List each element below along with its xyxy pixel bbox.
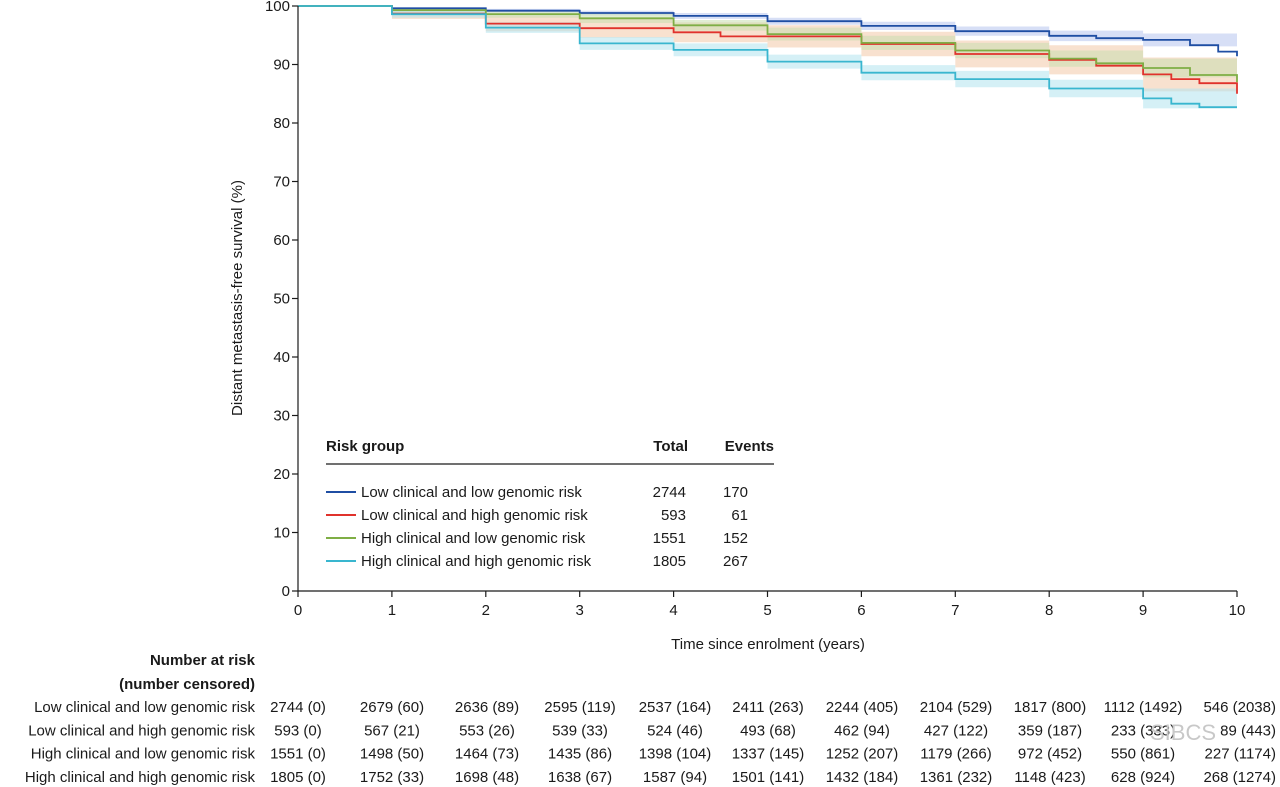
x-tick-label-4: 4 xyxy=(669,602,677,619)
legend-total-3: 1551 xyxy=(653,530,686,547)
risk-cell-1-8: 1817 (800) xyxy=(1014,699,1087,716)
risk-cell-4-0: 1805 (0) xyxy=(270,769,326,786)
risk-cell-3-6: 1252 (207) xyxy=(826,746,899,763)
x-tick-label-5: 5 xyxy=(763,602,771,619)
risk-cell-3-4: 1398 (104) xyxy=(639,746,712,763)
legend-events-3: 152 xyxy=(723,530,748,547)
risk-cell-2-5: 493 (68) xyxy=(740,722,796,739)
risk-cell-1-0: 2744 (0) xyxy=(270,699,326,716)
risk-row-label-3: High clinical and low genomic risk xyxy=(31,746,256,763)
legend-label-1: Low clinical and low genomic risk xyxy=(361,484,582,501)
number-at-risk-table: Number at risk (number censored) Low clini… xyxy=(25,652,1276,786)
risk-cell-4-4: 1587 (94) xyxy=(643,769,707,786)
risk-cell-3-9: 550 (861) xyxy=(1111,746,1175,763)
risk-cell-3-2: 1464 (73) xyxy=(455,746,519,763)
legend-events-1: 170 xyxy=(723,484,748,501)
y-tick-label-30: 30 xyxy=(273,408,290,425)
risk-cell-2-2: 553 (26) xyxy=(459,722,515,739)
risk-row-label-2: Low clinical and high genomic risk xyxy=(28,722,255,739)
risk-cell-4-1: 1752 (33) xyxy=(360,769,424,786)
y-tick-label-20: 20 xyxy=(273,466,290,483)
risk-cell-1-7: 2104 (529) xyxy=(920,699,993,716)
risk-cell-4-10: 268 (1274) xyxy=(1203,769,1276,786)
survival-curves xyxy=(298,5,1238,109)
risk-cell-2-8: 359 (187) xyxy=(1018,722,1082,739)
risk-cell-4-5: 1501 (141) xyxy=(732,769,805,786)
risk-cell-1-2: 2636 (89) xyxy=(455,699,519,716)
legend-label-3: High clinical and low genomic risk xyxy=(361,530,586,547)
risk-cell-2-6: 462 (94) xyxy=(834,722,890,739)
x-tick-label-9: 9 xyxy=(1139,602,1147,619)
risk-cell-3-10: 227 (1174) xyxy=(1205,746,1276,763)
risk-cell-2-0: 593 (0) xyxy=(274,722,322,739)
x-axis-title: Time since enrolment (years) xyxy=(671,636,865,653)
risk-cell-2-7: 427 (122) xyxy=(924,722,988,739)
y-tick-label-10: 10 xyxy=(273,525,290,542)
risk-row-label-4: High clinical and high genomic risk xyxy=(25,769,256,786)
x-tick-label-6: 6 xyxy=(857,602,865,619)
y-tick-label-60: 60 xyxy=(273,232,290,249)
risk-cell-2-9: 233 (333) xyxy=(1111,722,1175,739)
y-tick-label-50: 50 xyxy=(273,291,290,308)
ci-band-4 xyxy=(298,6,1237,122)
risk-cell-3-8: 972 (452) xyxy=(1018,746,1082,763)
y-tick-label-40: 40 xyxy=(273,349,290,366)
legend-total-1: 2744 xyxy=(653,484,686,501)
legend-total-4: 1805 xyxy=(653,553,686,570)
risk-cell-3-5: 1337 (145) xyxy=(732,746,805,763)
x-tick-label-10: 10 xyxy=(1229,602,1246,619)
risk-table-subtitle: (number censored) xyxy=(119,676,255,693)
risk-cell-2-3: 539 (33) xyxy=(552,722,608,739)
risk-cell-2-10: 89 (443) xyxy=(1220,722,1276,739)
y-tick-label-70: 70 xyxy=(273,174,290,191)
risk-cell-3-1: 1498 (50) xyxy=(360,746,424,763)
risk-cell-1-4: 2537 (164) xyxy=(639,699,712,716)
risk-cell-1-3: 2595 (119) xyxy=(544,699,615,716)
y-tick-label-90: 90 xyxy=(273,57,290,74)
risk-cell-2-1: 567 (21) xyxy=(364,722,420,739)
y-tick-label-80: 80 xyxy=(273,115,290,132)
legend-events-2: 61 xyxy=(731,507,748,524)
x-tick-label-1: 1 xyxy=(388,602,396,619)
risk-cell-4-2: 1698 (48) xyxy=(455,769,519,786)
risk-cell-4-8: 1148 (423) xyxy=(1014,769,1085,786)
legend-label-4: High clinical and high genomic risk xyxy=(361,553,592,570)
survival-line-4 xyxy=(298,5,1237,109)
y-axis-title: Distant metastasis-free survival (%) xyxy=(229,180,246,416)
risk-cell-1-10: 546 (2038) xyxy=(1203,699,1276,716)
risk-cell-1-6: 2244 (405) xyxy=(826,699,899,716)
survival-line-1 xyxy=(298,5,1238,57)
risk-cell-1-9: 1112 (1492) xyxy=(1104,699,1183,716)
legend-total-2: 593 xyxy=(661,507,686,524)
axes: 0 10 20 30 40 50 60 70 80 90 100 0 1 2 3 4 5 6 7 8 9 10 xyxy=(265,0,1245,619)
risk-cell-3-7: 1179 (266) xyxy=(920,746,991,763)
x-tick-label-7: 7 xyxy=(951,602,959,619)
risk-row-label-1: Low clinical and low genomic risk xyxy=(34,699,255,716)
x-tick-label-2: 2 xyxy=(482,602,490,619)
y-tick-label-100: 100 xyxy=(265,0,290,15)
y-tick-label-0: 0 xyxy=(282,583,290,600)
x-tick-label-0: 0 xyxy=(294,602,302,619)
watermark-text: SIBCS xyxy=(1150,720,1216,745)
legend-header-total: Total xyxy=(653,438,688,455)
risk-table-title: Number at risk xyxy=(150,652,256,669)
risk-cell-3-3: 1435 (86) xyxy=(548,746,612,763)
risk-cell-3-0: 1551 (0) xyxy=(270,746,326,763)
risk-cell-1-5: 2411 (263) xyxy=(732,699,803,716)
legend-header-events: Events xyxy=(725,438,774,455)
risk-cell-1-1: 2679 (60) xyxy=(360,699,424,716)
x-tick-label-3: 3 xyxy=(576,602,584,619)
legend-header-group: Risk group xyxy=(326,438,404,455)
legend-events-4: 267 xyxy=(723,553,748,570)
risk-cell-2-4: 524 (46) xyxy=(647,722,703,739)
risk-cell-4-7: 1361 (232) xyxy=(920,769,993,786)
survival-line-2 xyxy=(298,5,1238,94)
legend-label-2: Low clinical and high genomic risk xyxy=(361,507,588,524)
risk-cell-4-3: 1638 (67) xyxy=(548,769,612,786)
risk-cell-4-6: 1432 (184) xyxy=(826,769,899,786)
x-tick-label-8: 8 xyxy=(1045,602,1053,619)
legend: Risk group Total Events Low clinical and lo… xyxy=(326,438,774,570)
risk-cell-4-9: 628 (924) xyxy=(1111,769,1175,786)
